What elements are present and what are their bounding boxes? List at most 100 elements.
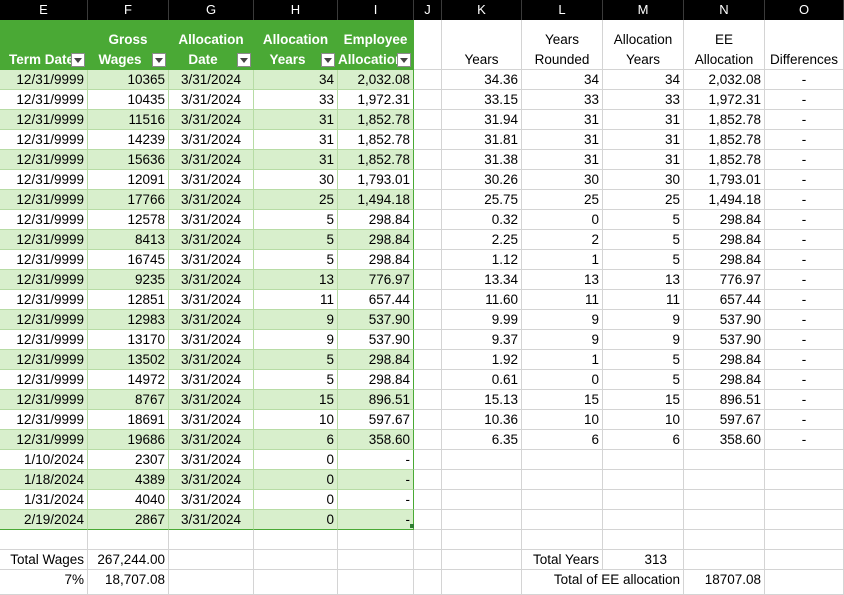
table-cell[interactable]: - bbox=[765, 310, 844, 330]
cell-j[interactable] bbox=[414, 370, 442, 390]
table-cell[interactable]: - bbox=[765, 430, 844, 450]
cell-j[interactable] bbox=[414, 310, 442, 330]
table-cell[interactable]: - bbox=[765, 350, 844, 370]
empty-cell[interactable] bbox=[0, 530, 88, 550]
table-cell[interactable] bbox=[442, 510, 522, 530]
table-cell[interactable]: 5 bbox=[254, 350, 338, 370]
table-cell[interactable]: 597.67 bbox=[684, 410, 765, 430]
table-cell[interactable]: 5 bbox=[603, 250, 684, 270]
table-cell[interactable]: 12/31/9999 bbox=[0, 290, 88, 310]
table-cell[interactable]: 31 bbox=[603, 110, 684, 130]
table-cell[interactable]: 15 bbox=[522, 390, 603, 410]
table-cell[interactable]: 12/31/9999 bbox=[0, 330, 88, 350]
table-cell[interactable]: 896.51 bbox=[338, 390, 414, 410]
table-cell[interactable]: 10.36 bbox=[442, 410, 522, 430]
table-cell[interactable]: 358.60 bbox=[338, 430, 414, 450]
table-header-term-date[interactable]: Term Date bbox=[0, 20, 88, 70]
table-cell[interactable]: 10 bbox=[603, 410, 684, 430]
table-cell[interactable]: 12/31/9999 bbox=[0, 230, 88, 250]
table-cell[interactable]: 0.61 bbox=[442, 370, 522, 390]
table-cell[interactable]: - bbox=[765, 410, 844, 430]
cell-j[interactable] bbox=[414, 450, 442, 470]
table-cell[interactable]: 3/31/2024 bbox=[169, 390, 254, 410]
column-header-m[interactable]: M bbox=[603, 0, 684, 20]
cell-j[interactable] bbox=[414, 90, 442, 110]
cell-j[interactable] bbox=[414, 170, 442, 190]
cell-j[interactable] bbox=[414, 390, 442, 410]
table-cell[interactable]: 13 bbox=[522, 270, 603, 290]
table-cell[interactable]: 12/31/9999 bbox=[0, 70, 88, 90]
total-years-value[interactable]: 313 bbox=[603, 550, 684, 570]
table-cell[interactable]: 12/31/9999 bbox=[0, 350, 88, 370]
column-header-o[interactable]: O bbox=[765, 0, 844, 20]
table-cell[interactable]: 31 bbox=[254, 150, 338, 170]
table-cell[interactable]: 9 bbox=[603, 310, 684, 330]
table-cell[interactable]: - bbox=[765, 190, 844, 210]
table-cell[interactable]: 9.99 bbox=[442, 310, 522, 330]
table-cell[interactable]: 298.84 bbox=[338, 210, 414, 230]
cell-j[interactable] bbox=[414, 190, 442, 210]
table-cell[interactable]: 3/31/2024 bbox=[169, 510, 254, 530]
table-cell[interactable]: - bbox=[765, 70, 844, 90]
empty-cell[interactable] bbox=[684, 550, 765, 570]
table-cell[interactable] bbox=[603, 510, 684, 530]
empty-cell[interactable] bbox=[338, 570, 414, 595]
table-cell[interactable]: 537.90 bbox=[338, 310, 414, 330]
side-header-rounded[interactable]: Years Rounded bbox=[522, 20, 603, 70]
table-cell[interactable]: 9 bbox=[522, 310, 603, 330]
cell-j[interactable] bbox=[414, 230, 442, 250]
table-cell[interactable]: 19686 bbox=[88, 430, 169, 450]
table-cell[interactable]: 537.90 bbox=[684, 310, 765, 330]
table-cell[interactable]: 1,793.01 bbox=[338, 170, 414, 190]
table-cell[interactable]: 3/31/2024 bbox=[169, 130, 254, 150]
table-cell[interactable]: 15 bbox=[254, 390, 338, 410]
table-cell[interactable]: 298.84 bbox=[684, 210, 765, 230]
table-header-years[interactable]: Allocation Years bbox=[254, 20, 338, 70]
side-header-years[interactable]: Years bbox=[442, 20, 522, 70]
cell-j[interactable] bbox=[414, 270, 442, 290]
table-cell[interactable]: 5 bbox=[254, 370, 338, 390]
cell-j[interactable] bbox=[414, 350, 442, 370]
table-cell[interactable] bbox=[684, 450, 765, 470]
table-cell[interactable]: 14239 bbox=[88, 130, 169, 150]
table-cell[interactable]: 5 bbox=[254, 210, 338, 230]
cell-j[interactable] bbox=[414, 410, 442, 430]
filter-dropdown-icon[interactable] bbox=[237, 53, 251, 67]
table-cell[interactable]: 3/31/2024 bbox=[169, 450, 254, 470]
column-header-h[interactable]: H bbox=[254, 0, 338, 20]
table-cell[interactable]: 16745 bbox=[88, 250, 169, 270]
table-cell[interactable]: 6 bbox=[254, 430, 338, 450]
cell-j[interactable] bbox=[414, 130, 442, 150]
total-wages-value[interactable]: 267,244.00 bbox=[88, 550, 169, 570]
table-cell[interactable]: - bbox=[765, 150, 844, 170]
table-cell[interactable]: - bbox=[765, 130, 844, 150]
table-cell[interactable]: 12091 bbox=[88, 170, 169, 190]
table-header-date[interactable]: Allocation Date bbox=[169, 20, 254, 70]
table-cell[interactable]: 13.34 bbox=[442, 270, 522, 290]
table-cell[interactable]: 657.44 bbox=[338, 290, 414, 310]
side-header-years[interactable]: Allocation Years bbox=[603, 20, 684, 70]
table-cell[interactable] bbox=[603, 470, 684, 490]
table-cell[interactable]: 2.25 bbox=[442, 230, 522, 250]
table-cell[interactable]: 3/31/2024 bbox=[169, 230, 254, 250]
empty-cell[interactable] bbox=[414, 530, 442, 550]
table-cell[interactable]: 298.84 bbox=[338, 250, 414, 270]
table-cell[interactable]: 12/31/9999 bbox=[0, 370, 88, 390]
table-cell[interactable]: 12/31/9999 bbox=[0, 190, 88, 210]
table-cell[interactable]: 597.67 bbox=[338, 410, 414, 430]
empty-cell[interactable] bbox=[169, 570, 254, 595]
percent-label[interactable]: 7% bbox=[0, 570, 88, 595]
table-cell[interactable]: 3/31/2024 bbox=[169, 370, 254, 390]
table-cell[interactable]: 3/31/2024 bbox=[169, 270, 254, 290]
table-cell[interactable]: 15636 bbox=[88, 150, 169, 170]
table-cell[interactable]: 13502 bbox=[88, 350, 169, 370]
table-cell[interactable]: 0 bbox=[522, 210, 603, 230]
table-cell[interactable] bbox=[684, 510, 765, 530]
cell-j[interactable] bbox=[414, 430, 442, 450]
empty-cell[interactable] bbox=[603, 530, 684, 550]
table-cell[interactable]: 0 bbox=[254, 470, 338, 490]
table-cell[interactable]: 9.37 bbox=[442, 330, 522, 350]
table-cell[interactable]: - bbox=[338, 470, 414, 490]
table-cell[interactable] bbox=[765, 450, 844, 470]
